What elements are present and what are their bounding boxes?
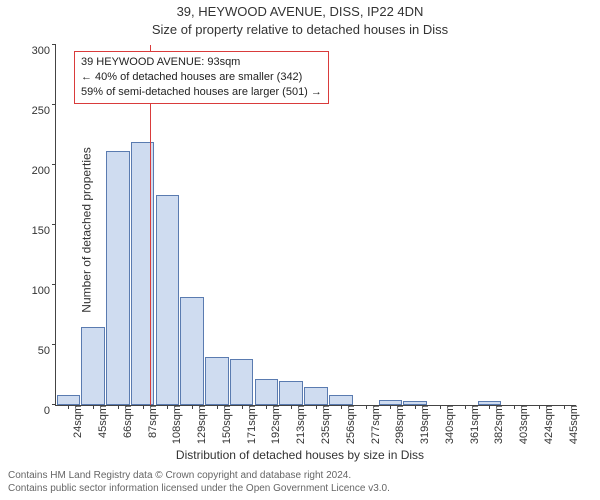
y-tick-label: 50 [38, 345, 56, 357]
histogram-bar [255, 379, 279, 405]
x-tick-label: 361sqm [465, 405, 481, 444]
histogram-bar [230, 359, 254, 405]
histogram-bar [329, 395, 353, 405]
x-tick-label: 108sqm [167, 405, 183, 444]
x-axis-label: Distribution of detached houses by size … [0, 448, 600, 462]
annotation-box: 39 HEYWOOD AVENUE: 93sqm ← 40% of detach… [74, 51, 329, 104]
histogram-bar [205, 357, 229, 405]
annotation-line: 59% of semi-detached houses are larger (… [81, 85, 322, 100]
chart-title-address: 39, HEYWOOD AVENUE, DISS, IP22 4DN [0, 4, 600, 19]
y-tick-label: 150 [32, 225, 56, 237]
y-tick-mark [52, 344, 56, 345]
x-tick-label: 445sqm [564, 405, 580, 444]
attribution-line: Contains public sector information licen… [8, 483, 390, 496]
y-tick-mark [52, 44, 56, 45]
attribution-line: Contains HM Land Registry data © Crown c… [8, 470, 390, 483]
y-tick-label: 250 [32, 105, 56, 117]
x-tick-label: 403sqm [514, 405, 530, 444]
y-tick-label: 0 [44, 405, 56, 417]
histogram-bar [131, 142, 155, 405]
x-tick-label: 87sqm [143, 405, 159, 438]
x-tick-label: 319sqm [415, 405, 431, 444]
x-tick-label: 340sqm [440, 405, 456, 444]
x-tick-label: 150sqm [217, 405, 233, 444]
y-tick-mark [52, 164, 56, 165]
x-tick-label: 256sqm [341, 405, 357, 444]
y-tick-mark [52, 284, 56, 285]
histogram-bar [304, 387, 328, 405]
y-tick-label: 100 [32, 285, 56, 297]
x-tick-label: 235sqm [316, 405, 332, 444]
histogram-bar [279, 381, 303, 405]
x-tick-label: 298sqm [390, 405, 406, 444]
x-tick-label: 45sqm [93, 405, 109, 438]
x-tick-label: 24sqm [68, 405, 84, 438]
plot-area: 05010015020025030024sqm45sqm66sqm87sqm10… [55, 45, 576, 406]
x-tick-label: 382sqm [489, 405, 505, 444]
histogram-bar [57, 395, 81, 405]
y-tick-mark [52, 104, 56, 105]
y-tick-label: 300 [32, 45, 56, 57]
x-tick-label: 171sqm [242, 405, 258, 444]
histogram-bar [180, 297, 204, 405]
y-tick-label: 200 [32, 165, 56, 177]
histogram-bar [81, 327, 105, 405]
annotation-line: 39 HEYWOOD AVENUE: 93sqm [81, 55, 322, 70]
x-tick-label: 213sqm [291, 405, 307, 444]
x-tick-label: 277sqm [366, 405, 382, 444]
x-tick-label: 424sqm [539, 405, 555, 444]
x-tick-label: 129sqm [192, 405, 208, 444]
histogram-bar [106, 151, 130, 405]
y-tick-mark [52, 404, 56, 405]
attribution: Contains HM Land Registry data © Crown c… [8, 470, 390, 495]
x-tick-label: 66sqm [118, 405, 134, 438]
annotation-line: ← 40% of detached houses are smaller (34… [81, 70, 322, 85]
histogram-bar [156, 195, 180, 405]
chart-title-subtitle: Size of property relative to detached ho… [0, 22, 600, 37]
y-tick-mark [52, 224, 56, 225]
x-tick-label: 192sqm [266, 405, 282, 444]
